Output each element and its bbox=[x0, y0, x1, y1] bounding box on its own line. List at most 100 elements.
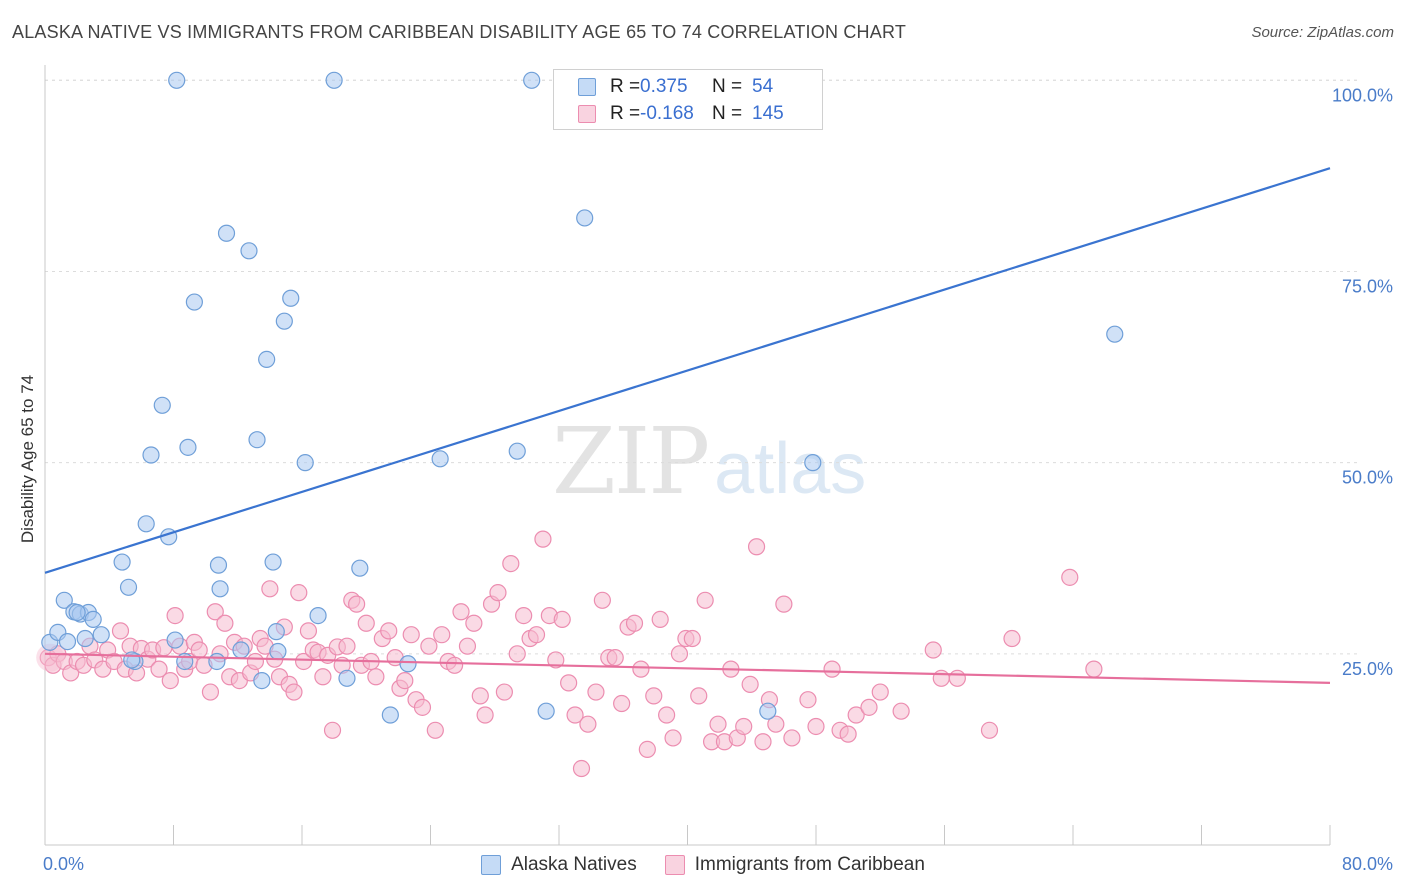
data-point bbox=[839, 725, 857, 743]
legend-swatch-blue bbox=[481, 855, 502, 875]
data-point bbox=[465, 614, 483, 632]
legend-swatch-blue bbox=[578, 78, 596, 96]
data-point bbox=[593, 591, 611, 609]
data-point bbox=[209, 556, 228, 574]
n-label: N = bbox=[712, 103, 743, 124]
data-point bbox=[420, 637, 438, 655]
x-tick-label: 0.0% bbox=[43, 854, 84, 874]
data-point bbox=[275, 312, 293, 330]
points-immigrants-from-caribbean bbox=[36, 530, 1103, 778]
data-point bbox=[804, 454, 822, 472]
x-tick-label: 80.0% bbox=[1342, 854, 1393, 874]
series-legend: Alaska Natives Immigrants from Caribbean bbox=[0, 853, 1406, 877]
data-point bbox=[847, 706, 865, 724]
data-point bbox=[924, 641, 942, 659]
data-point bbox=[754, 733, 772, 751]
data-point bbox=[299, 622, 318, 640]
data-point bbox=[123, 651, 141, 669]
data-point bbox=[381, 706, 399, 724]
data-point bbox=[948, 669, 966, 687]
y-tick-label: 50.0% bbox=[1342, 468, 1393, 488]
data-point bbox=[502, 554, 520, 573]
data-point bbox=[1106, 325, 1124, 343]
data-point bbox=[211, 580, 229, 598]
data-point bbox=[980, 721, 999, 739]
data-point bbox=[253, 671, 271, 690]
legend-label-alaska-natives: Alaska Natives bbox=[511, 854, 637, 875]
data-point bbox=[201, 683, 220, 701]
r-value-alaska-natives: 0.375 bbox=[640, 76, 688, 97]
data-point bbox=[613, 694, 631, 713]
data-point bbox=[351, 559, 369, 577]
data-point bbox=[871, 683, 889, 701]
data-point bbox=[269, 642, 287, 661]
data-point bbox=[267, 623, 285, 641]
data-point bbox=[807, 717, 825, 736]
data-point bbox=[759, 702, 777, 720]
stats-legend: R = 0.375 N = 54 R = -0.168 N = 145 bbox=[553, 69, 823, 130]
data-point bbox=[119, 578, 138, 596]
data-point bbox=[1085, 660, 1103, 678]
legend-item-caribbean: Immigrants from Caribbean bbox=[664, 854, 925, 876]
data-point bbox=[150, 660, 168, 678]
data-point bbox=[783, 729, 801, 747]
legend-label-caribbean: Immigrants from Caribbean bbox=[694, 854, 925, 875]
data-point bbox=[632, 660, 650, 678]
data-point bbox=[240, 242, 258, 260]
trend-line-alaska-natives bbox=[44, 167, 1331, 574]
data-point bbox=[314, 668, 332, 686]
data-point bbox=[433, 626, 451, 644]
data-point bbox=[55, 591, 73, 609]
data-point bbox=[735, 717, 753, 736]
data-point bbox=[534, 530, 552, 548]
gridlines bbox=[45, 79, 1360, 655]
data-point bbox=[892, 702, 910, 720]
data-point bbox=[58, 632, 77, 651]
data-point bbox=[860, 698, 878, 716]
data-point bbox=[683, 629, 701, 648]
data-point bbox=[185, 293, 203, 311]
data-point bbox=[296, 454, 314, 472]
data-point bbox=[572, 759, 591, 778]
data-point bbox=[325, 71, 343, 89]
data-point bbox=[68, 603, 86, 622]
data-point bbox=[747, 538, 766, 556]
data-point bbox=[932, 669, 950, 687]
data-point bbox=[338, 637, 356, 655]
data-point bbox=[282, 289, 300, 307]
legend-swatch-pink bbox=[664, 855, 685, 875]
n-value-alaska-natives: 54 bbox=[752, 76, 774, 97]
data-point-cluster bbox=[36, 643, 65, 672]
data-point bbox=[246, 652, 265, 671]
data-point bbox=[476, 706, 494, 724]
data-point bbox=[206, 603, 224, 621]
trend-line-caribbean bbox=[44, 652, 1331, 684]
data-point bbox=[471, 687, 489, 705]
data-point bbox=[285, 683, 303, 701]
legend-item-alaska-natives: Alaska Natives bbox=[481, 854, 637, 876]
data-point bbox=[489, 584, 507, 602]
data-point bbox=[248, 431, 266, 449]
n-label: N = bbox=[712, 76, 743, 97]
data-point bbox=[338, 669, 356, 687]
data-point bbox=[767, 715, 785, 733]
data-point bbox=[1061, 568, 1079, 586]
data-point bbox=[445, 656, 464, 674]
data-point bbox=[560, 674, 578, 692]
data-point bbox=[741, 675, 759, 694]
data-point bbox=[402, 626, 420, 644]
data-point bbox=[508, 645, 526, 663]
data-point bbox=[264, 553, 282, 571]
data-point bbox=[696, 591, 714, 609]
data-point bbox=[645, 687, 663, 705]
data-point bbox=[217, 224, 236, 242]
data-point bbox=[625, 614, 644, 632]
data-point bbox=[651, 610, 669, 629]
data-point bbox=[638, 740, 656, 759]
data-point bbox=[166, 606, 184, 625]
data-point bbox=[166, 631, 184, 649]
data-point bbox=[216, 614, 234, 632]
watermark-zip: ZIP bbox=[552, 408, 710, 515]
stats-legend-row-alaska-natives: R = 0.375 N = 54 bbox=[578, 75, 773, 99]
